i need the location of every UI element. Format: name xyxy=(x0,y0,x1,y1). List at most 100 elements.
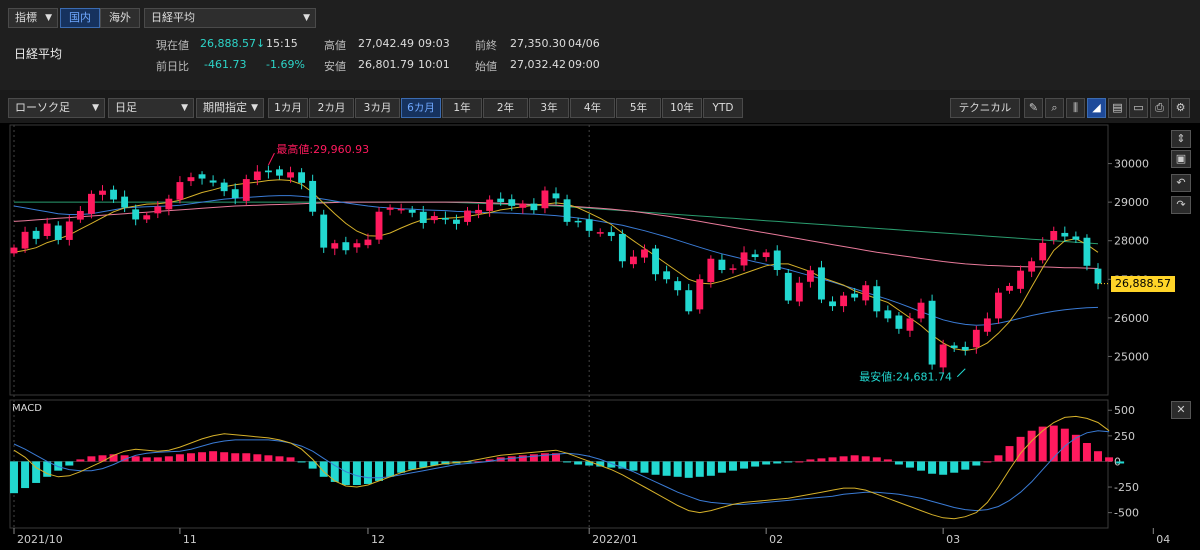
period-button-3[interactable]: 6カ月 xyxy=(401,98,441,118)
prev-close-value: 27,350.30 xyxy=(510,37,566,50)
candle-body xyxy=(939,344,947,368)
compare-icon[interactable]: ⫼ xyxy=(1066,98,1085,118)
macd-histogram-bar xyxy=(164,456,173,462)
x-tick-label: 12 xyxy=(371,533,385,546)
period-button-10[interactable]: YTD xyxy=(703,98,743,118)
ma-long-line xyxy=(13,201,1099,269)
lock-icon[interactable]: ▣ xyxy=(1171,150,1191,168)
candlestick-chart[interactable]: 2500026000270002800029000300005002500-25… xyxy=(0,123,1200,550)
symbol-select[interactable]: 日経平均 ▼ xyxy=(144,8,316,28)
macd-histogram-bar xyxy=(928,461,937,474)
macd-histogram-bar xyxy=(231,453,240,462)
period-button-8[interactable]: 5年 xyxy=(616,98,661,118)
macd-histogram-bar xyxy=(529,454,538,462)
candle-body xyxy=(917,302,925,319)
macd-histogram-bar xyxy=(98,455,107,462)
macd-histogram-bar xyxy=(1027,430,1036,462)
macd-histogram-bar xyxy=(618,461,627,469)
period-button-9[interactable]: 10年 xyxy=(662,98,702,118)
period-button-6[interactable]: 3年 xyxy=(529,98,569,118)
low-value: 26,801.79 xyxy=(358,58,414,71)
index-dropdown[interactable]: 指標 ▼ xyxy=(8,8,58,28)
period-button-2[interactable]: 3カ月 xyxy=(355,98,400,118)
chevron-down-icon: ▼ xyxy=(45,13,52,23)
chart-toolbar: ローソク足 ▼ 日足 ▼ 期間指定 ▼ 1カ月 2カ月 3カ月 6カ月 1年 2年 3年 4年… xyxy=(0,95,1200,121)
macd-histogram-bar xyxy=(430,461,439,466)
open-label: 始値 xyxy=(475,60,497,73)
candle-body xyxy=(209,180,217,183)
chart-type-select[interactable]: ローソク足 ▼ xyxy=(8,98,105,118)
macd-histogram-bar xyxy=(673,461,682,477)
candle-body xyxy=(1072,236,1080,240)
chart-area[interactable]: 2500026000270002800029000300005002500-25… xyxy=(0,123,1200,550)
last-price-tag: 26,888.57 xyxy=(1111,275,1175,292)
candle-body xyxy=(132,209,140,220)
candle-body xyxy=(972,329,980,348)
macd-histogram-bar xyxy=(220,452,229,462)
market-tab-0[interactable]: 国内 xyxy=(60,8,100,28)
macd-histogram-bar xyxy=(795,461,804,463)
macd-histogram-bar xyxy=(10,461,18,494)
candle-body xyxy=(508,199,516,206)
market-tab-1[interactable]: 海外 xyxy=(100,8,140,28)
close-icon[interactable]: ✕ xyxy=(1171,401,1191,419)
macd-histogram-bar xyxy=(662,461,671,476)
pencil-icon[interactable]: ✎ xyxy=(1024,98,1043,118)
candle-body xyxy=(54,225,62,240)
macd-histogram-bar xyxy=(828,457,837,462)
candle-body xyxy=(995,292,1002,319)
macd-histogram-bar xyxy=(286,457,295,462)
candle-body xyxy=(751,254,759,258)
candle-body xyxy=(143,215,151,220)
zoom-icon[interactable]: ⌕ xyxy=(1045,98,1064,118)
candle-body xyxy=(198,174,206,179)
open-value: 27,032.42 xyxy=(510,58,566,71)
technical-button[interactable]: テクニカル xyxy=(950,98,1020,118)
current-value: 26,888.57 xyxy=(200,37,256,50)
period-button-1[interactable]: 2カ月 xyxy=(309,98,354,118)
candle-body xyxy=(264,170,272,173)
low-annotation: 最安値:24,681.74 xyxy=(859,370,952,384)
macd-histogram-bar xyxy=(419,461,428,468)
macd-histogram-bar xyxy=(574,461,583,465)
macd-histogram-bar xyxy=(950,461,959,473)
redo-icon[interactable]: ↷ xyxy=(1171,196,1191,214)
period-button-4[interactable]: 1年 xyxy=(442,98,482,118)
instrument-name: 日経平均 xyxy=(14,47,63,61)
period-mode-select[interactable]: 期間指定 ▼ xyxy=(196,98,264,118)
macd-histogram-bar xyxy=(717,461,726,473)
collapse-icon[interactable]: ⇕ xyxy=(1171,130,1191,148)
price-panel xyxy=(9,124,1109,396)
period-button-7[interactable]: 4年 xyxy=(570,98,615,118)
chevron-down-icon: ▼ xyxy=(303,13,310,23)
chart-icon[interactable]: ◢ xyxy=(1087,98,1106,118)
macd-histogram-bar xyxy=(961,461,970,470)
undo-icon[interactable]: ↶ xyxy=(1171,174,1191,192)
folder-icon[interactable]: ▭ xyxy=(1129,98,1148,118)
period-button-5[interactable]: 2年 xyxy=(483,98,528,118)
period-button-0[interactable]: 1カ月 xyxy=(268,98,308,118)
settings-icon[interactable]: ⚙ xyxy=(1171,98,1190,118)
x-tick-label: 11 xyxy=(183,533,197,546)
macd-histogram-bar xyxy=(773,461,782,464)
candle-body xyxy=(961,346,969,351)
open-time: 09:00 xyxy=(568,58,600,71)
macd-histogram-bar xyxy=(264,455,273,462)
macd-histogram-bar xyxy=(209,451,218,462)
macd-histogram-bar xyxy=(352,461,361,485)
candle-body xyxy=(110,189,117,200)
candle-body xyxy=(829,301,836,307)
print-icon[interactable]: ⎙ xyxy=(1150,98,1169,118)
price-tick-label: 26000 xyxy=(1114,312,1149,325)
candle-body xyxy=(607,232,615,236)
macd-histogram-bar xyxy=(839,456,848,462)
candle-body xyxy=(762,252,770,258)
document-icon[interactable]: ▤ xyxy=(1108,98,1127,118)
candle-body xyxy=(906,318,914,331)
price-tick-label: 28000 xyxy=(1114,235,1149,248)
candle-body xyxy=(165,198,173,210)
low-annotation-line xyxy=(956,368,966,378)
interval-select[interactable]: 日足 ▼ xyxy=(108,98,194,118)
macd-histogram-bar xyxy=(751,461,760,467)
candle-body xyxy=(884,310,892,319)
